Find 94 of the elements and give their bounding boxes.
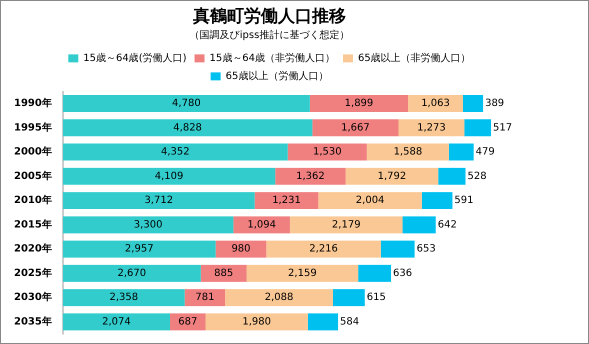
data-label: 1,231	[272, 195, 301, 206]
data-label: 687	[178, 316, 198, 328]
bar	[346, 168, 438, 185]
bar	[275, 168, 346, 185]
bar	[438, 168, 466, 185]
data-label: 615	[366, 292, 386, 304]
bar	[308, 313, 338, 330]
data-label: 4,828	[173, 122, 202, 134]
y-tick-label: 2010年	[14, 194, 52, 206]
bar	[448, 144, 474, 161]
y-tick-label: 2025年	[14, 266, 52, 279]
y-tick-label: 2000年	[14, 146, 52, 158]
data-label: 1,063	[421, 98, 450, 110]
bar	[464, 119, 492, 136]
bar	[310, 95, 408, 112]
data-label: 3,300	[134, 219, 162, 230]
y-tick-label: 2020年	[14, 242, 52, 255]
data-label: 2,216	[309, 244, 338, 255]
bar	[332, 289, 365, 306]
bar	[62, 95, 310, 112]
data-label: 2,004	[356, 195, 384, 206]
bar	[62, 240, 216, 258]
bar	[206, 313, 308, 330]
data-label: 1,980	[242, 316, 272, 328]
data-label: 980	[231, 244, 251, 255]
data-label: 584	[340, 316, 360, 328]
data-label: 389	[485, 98, 504, 110]
bar	[62, 313, 170, 330]
bar	[408, 95, 463, 112]
data-label: 1,667	[341, 122, 370, 134]
data-label: 2,074	[102, 316, 131, 328]
data-label: 479	[476, 146, 495, 158]
bar	[358, 264, 392, 282]
bar	[62, 168, 276, 185]
bar	[254, 192, 318, 210]
bar	[225, 289, 333, 306]
y-tick-label: 2005年	[14, 170, 52, 182]
bar	[398, 119, 464, 136]
bar	[422, 192, 452, 210]
legend-label: 15歳～64歳(労働人口)	[83, 52, 187, 64]
bar	[380, 240, 415, 258]
data-label: 1,530	[312, 146, 342, 158]
bar	[312, 119, 399, 136]
bar	[62, 144, 288, 161]
data-label: 4,780	[172, 98, 201, 110]
legend-label: 65歳以上（非労働人口）	[358, 52, 471, 64]
bar	[288, 144, 367, 161]
data-label: 2,358	[109, 292, 138, 304]
bar	[62, 192, 255, 210]
data-label: 1,273	[417, 122, 446, 134]
bar	[402, 216, 436, 234]
data-label: 517	[493, 122, 512, 134]
bar	[62, 264, 201, 282]
data-label: 1,588	[394, 146, 422, 158]
data-label: 4,109	[154, 170, 184, 182]
data-label: 591	[454, 195, 474, 206]
data-label: 653	[416, 244, 436, 255]
chart-subtitle: （国調及びipss推計に基づく想定）	[190, 28, 350, 41]
bar	[462, 95, 484, 112]
bar	[184, 289, 226, 306]
bar	[266, 240, 381, 258]
bar	[62, 289, 185, 306]
bar	[233, 216, 290, 234]
data-label: 2,670	[118, 268, 146, 279]
y-tick-label: 1990年	[14, 97, 52, 110]
data-label: 1,792	[378, 170, 406, 182]
bar	[246, 264, 358, 282]
y-tick-label: 2030年	[14, 291, 52, 304]
data-label: 4,352	[160, 146, 190, 158]
data-label: 2,179	[332, 219, 361, 230]
data-label: 528	[468, 170, 487, 182]
chart-title: 真鶴町労働人口推移	[192, 6, 346, 27]
data-label: 636	[393, 268, 412, 279]
y-tick-label: 2035年	[14, 315, 52, 328]
y-tick-label: 1995年	[14, 121, 52, 134]
bar	[62, 216, 234, 234]
data-label: 1,899	[344, 98, 374, 110]
data-label: 2,159	[288, 268, 317, 279]
data-label: 642	[438, 219, 457, 230]
bar	[290, 216, 403, 234]
bar	[366, 144, 449, 161]
bar	[318, 192, 422, 210]
y-tick-label: 2015年	[14, 218, 52, 230]
data-label: 2,957	[124, 244, 154, 255]
data-label: 1,094	[247, 219, 276, 230]
legend-label: 65歳以上（労働人口）	[226, 70, 328, 82]
data-label: 3,712	[144, 195, 174, 206]
bar	[216, 240, 266, 258]
data-label: 781	[195, 292, 214, 304]
bar	[62, 119, 312, 136]
legend-label: 15歳～64歳（非労働人口）	[210, 52, 335, 64]
data-label: 2,088	[264, 292, 294, 304]
data-label: 1,362	[296, 170, 325, 182]
data-label: 885	[214, 268, 234, 279]
